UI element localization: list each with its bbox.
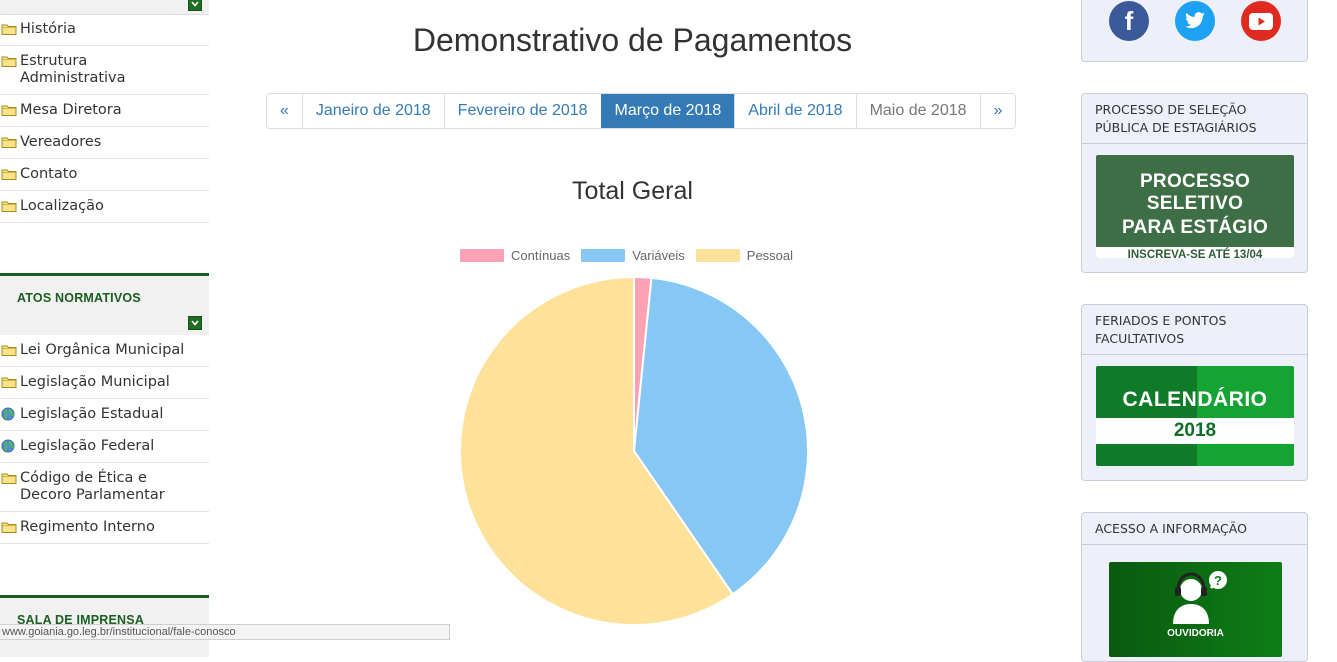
social-box: f [1081, 0, 1308, 62]
banner-strip: INSCREVA-SE ATÉ 13/04 [1096, 247, 1294, 258]
sidebar-item[interactable]: Regimento Interno [0, 512, 209, 544]
banner-line-2: PARA ESTÁGIO [1121, 217, 1269, 238]
banner-line-1: PROCESSO SELETIVO [1139, 171, 1251, 214]
sidebar-item[interactable]: Lei Orgânica Municipal [0, 335, 209, 367]
pagination-prev[interactable]: « [267, 94, 302, 128]
banner-line-1: CALENDÁRIO [1122, 388, 1268, 411]
calendario-banner[interactable]: CALENDÁRIO 2018 [1096, 366, 1294, 466]
sidebar-item-label: Lei Orgânica Municipal [20, 342, 185, 358]
sidebar-item-label: Estrutura Administrativa [20, 53, 126, 86]
folder-icon [1, 22, 17, 36]
atos-normativos-header: ATOS NORMATIVOS [0, 273, 209, 335]
section-title: ATOS NORMATIVOS [17, 291, 141, 305]
sidebar-item-label: Legislação Federal [20, 438, 155, 454]
sidebar-item[interactable]: Estrutura Administrativa [0, 46, 209, 95]
folder-icon [1, 135, 17, 149]
sidebar-item[interactable]: Legislação Municipal [0, 367, 209, 399]
feriados-box: FERIADOS E PONTOS FACULTATIVOS CALENDÁRI… [1081, 304, 1308, 481]
sidebar-item-label: Localização [20, 198, 104, 214]
sidebar-item[interactable]: História [0, 14, 209, 46]
youtube-play-glyph [1249, 12, 1273, 30]
chevron-down-icon [191, 320, 199, 326]
pagination-next[interactable]: » [979, 94, 1016, 128]
pagination-month[interactable]: Janeiro de 2018 [301, 94, 444, 128]
folder-icon [1, 167, 17, 181]
legend-label: Contínuas [511, 248, 571, 263]
facebook-icon[interactable]: f [1109, 1, 1149, 41]
estagio-banner[interactable]: PROCESSO SELETIVO PARA ESTÁGIO INSCREVA-… [1096, 155, 1294, 258]
chevron-down-icon [191, 1, 199, 7]
pie-slice[interactable] [632, 276, 809, 596]
browser-status-bar: www.goiania.go.leg.br/institucional/fale… [0, 624, 450, 640]
pagination-month[interactable]: Março de 2018 [600, 94, 735, 128]
pagination-month[interactable]: Maio de 2018 [855, 94, 980, 128]
section-title: SALA DE IMPRENSA [17, 613, 145, 627]
sidebar-item-label: Vereadores [20, 134, 102, 150]
pie-chart [459, 275, 809, 626]
globe-icon [1, 407, 17, 421]
sidebar-item[interactable]: Código de Ética e Decoro Parlamentar [0, 463, 209, 512]
feriados-header: FERIADOS E PONTOS FACULTATIVOS [1082, 305, 1307, 355]
collapsed-section-strip [0, 0, 209, 15]
legend-item[interactable]: Contínuas [460, 248, 570, 263]
folder-icon [1, 520, 17, 534]
folder-icon [1, 54, 17, 68]
folder-icon [1, 343, 17, 357]
institutional-menu: História Estrutura Administrativa Mesa Dir… [0, 14, 209, 223]
legend-item[interactable]: Variáveis [581, 248, 685, 263]
estagio-header: PROCESSO DE SELEÇÃO PÚBLICA DE ESTAGIÁRI… [1082, 94, 1307, 144]
facebook-glyph: f [1124, 6, 1134, 36]
chart-legend: Contínuas Variáveis Pessoal [460, 248, 804, 263]
folder-icon [1, 471, 17, 485]
twitter-icon[interactable] [1175, 1, 1215, 41]
atos-normativos-menu: Lei Orgânica Municipal Legislação Municip… [0, 335, 209, 544]
pie-slice[interactable] [459, 275, 735, 626]
sidebar-item-label: Legislação Estadual [20, 406, 164, 422]
sidebar-item[interactable]: Vereadores [0, 127, 209, 159]
acesso-header: ACESSO A INFORMAÇÃO [1082, 513, 1307, 545]
legend-item[interactable]: Pessoal [695, 248, 794, 263]
svg-text:?: ? [1214, 573, 1222, 588]
sidebar-item-label: História [20, 21, 76, 37]
expand-section-button[interactable] [188, 0, 202, 11]
sidebar-item-label: Regimento Interno [20, 519, 155, 535]
globe-icon [1, 439, 17, 453]
headset-user-icon: ? [1172, 571, 1227, 624]
expand-atos-button[interactable] [188, 316, 202, 330]
legend-label: Variáveis [632, 248, 685, 263]
sidebar-item[interactable]: Contato [0, 159, 209, 191]
pagination-month[interactable]: Fevereiro de 2018 [443, 94, 601, 128]
legend-swatch [695, 249, 740, 262]
legend-swatch [460, 249, 504, 262]
folder-icon [1, 199, 17, 213]
legend-label: Pessoal [746, 248, 794, 263]
sidebar-item[interactable]: Localização [0, 191, 209, 223]
ouvidoria-banner[interactable]: ? OUVIDORIA [1109, 562, 1282, 657]
ouvidoria-label: OUVIDORIA [1167, 628, 1224, 639]
left-sidebar: História Estrutura Administrativa Mesa Dir… [0, 0, 209, 657]
sidebar-item[interactable]: Legislação Federal [0, 431, 209, 463]
estagio-box: PROCESSO DE SELEÇÃO PÚBLICA DE ESTAGIÁRI… [1081, 93, 1308, 273]
legend-swatch [581, 249, 626, 262]
sidebar-item-label: Código de Ética e Decoro Parlamentar [20, 470, 165, 503]
sidebar-item[interactable]: Legislação Estadual [0, 399, 209, 431]
youtube-icon[interactable] [1241, 1, 1281, 41]
folder-icon [1, 375, 17, 389]
pagination-month[interactable]: Abril de 2018 [734, 94, 856, 128]
chart-title: Total Geral [572, 177, 693, 205]
month-pagination: «Janeiro de 2018 Fevereiro de 2018 Março d… [266, 93, 1017, 129]
sidebar-item-label: Contato [20, 166, 78, 182]
page-title: Demonstrativo de Pagamentos [412, 22, 853, 58]
twitter-bird-glyph [1185, 12, 1205, 29]
sidebar-item-label: Mesa Diretora [20, 102, 122, 118]
sidebar-item-label: Legislação Municipal [20, 374, 170, 390]
banner-line-2: 2018 [1096, 418, 1294, 444]
folder-icon [1, 103, 17, 117]
sidebar-item[interactable]: Mesa Diretora [0, 95, 209, 127]
